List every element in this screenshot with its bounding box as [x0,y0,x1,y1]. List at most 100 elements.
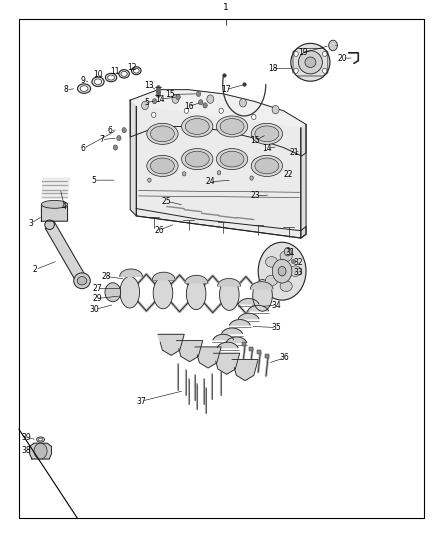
Ellipse shape [280,251,292,261]
Ellipse shape [258,242,306,300]
Ellipse shape [106,74,117,82]
Polygon shape [293,49,328,76]
Polygon shape [152,272,175,280]
Ellipse shape [119,70,129,78]
Polygon shape [238,313,259,319]
Circle shape [203,103,207,108]
Text: 9: 9 [81,76,86,85]
Circle shape [219,108,223,114]
Text: 7: 7 [99,135,104,144]
Polygon shape [301,124,306,238]
Text: 12: 12 [127,63,137,72]
Ellipse shape [220,151,244,167]
Ellipse shape [42,200,67,208]
Polygon shape [185,276,208,282]
Text: 25: 25 [162,197,172,206]
Circle shape [217,171,221,175]
Ellipse shape [305,57,316,68]
Ellipse shape [77,277,87,285]
Ellipse shape [147,123,178,144]
Circle shape [328,40,337,51]
Text: 16: 16 [184,102,193,111]
Polygon shape [195,347,221,368]
Polygon shape [120,269,142,277]
Polygon shape [214,353,240,374]
Ellipse shape [147,156,178,176]
Ellipse shape [182,116,213,137]
Text: 27: 27 [92,284,102,293]
Polygon shape [158,334,184,356]
Circle shape [272,106,279,114]
Ellipse shape [80,86,88,92]
Circle shape [141,101,148,110]
Text: 2: 2 [33,265,38,274]
Ellipse shape [216,149,248,169]
Circle shape [322,51,327,56]
Ellipse shape [108,75,114,80]
Polygon shape [217,342,238,348]
Text: 15: 15 [250,136,259,145]
Ellipse shape [94,79,102,85]
Circle shape [183,172,186,176]
Circle shape [196,91,201,96]
Ellipse shape [255,126,279,142]
Ellipse shape [153,277,173,309]
Circle shape [207,95,214,103]
Polygon shape [226,337,247,342]
Circle shape [152,112,156,118]
Text: 24: 24 [205,177,215,186]
Text: 19: 19 [298,49,308,58]
Text: 20: 20 [337,54,347,62]
Ellipse shape [185,151,209,167]
Ellipse shape [185,118,209,134]
Text: 17: 17 [221,85,231,94]
Ellipse shape [186,278,206,310]
Text: 34: 34 [272,301,281,310]
Ellipse shape [120,277,140,308]
Circle shape [117,135,121,141]
Polygon shape [213,334,234,340]
Text: 39: 39 [21,433,31,442]
Text: 30: 30 [90,305,99,314]
Ellipse shape [278,266,286,276]
Polygon shape [30,443,51,459]
Text: 28: 28 [101,272,110,281]
Ellipse shape [291,43,330,81]
Polygon shape [130,100,136,216]
Text: 3: 3 [28,219,33,228]
Circle shape [34,443,47,459]
Circle shape [113,145,117,150]
Circle shape [176,94,180,100]
Ellipse shape [220,118,244,134]
Circle shape [172,95,179,103]
Text: 36: 36 [279,353,289,362]
Polygon shape [45,221,86,285]
Ellipse shape [298,51,322,74]
Circle shape [152,99,157,104]
Ellipse shape [251,123,283,144]
Text: 13: 13 [145,81,154,90]
Circle shape [198,100,203,105]
Polygon shape [130,90,306,156]
Ellipse shape [92,77,104,86]
Circle shape [105,282,120,302]
Polygon shape [42,204,67,221]
Circle shape [184,108,188,114]
Ellipse shape [45,220,54,230]
Ellipse shape [265,275,278,286]
Ellipse shape [253,280,272,311]
Circle shape [252,115,256,119]
Polygon shape [230,320,250,325]
Polygon shape [251,282,273,289]
Text: 4: 4 [62,202,67,211]
Ellipse shape [150,126,174,142]
Text: 8: 8 [64,85,68,94]
Ellipse shape [150,158,174,174]
Text: 1: 1 [223,3,228,12]
Circle shape [122,127,126,133]
Text: 35: 35 [272,323,281,332]
Polygon shape [136,208,306,238]
Ellipse shape [37,437,45,442]
Ellipse shape [74,273,90,289]
Ellipse shape [39,438,43,441]
